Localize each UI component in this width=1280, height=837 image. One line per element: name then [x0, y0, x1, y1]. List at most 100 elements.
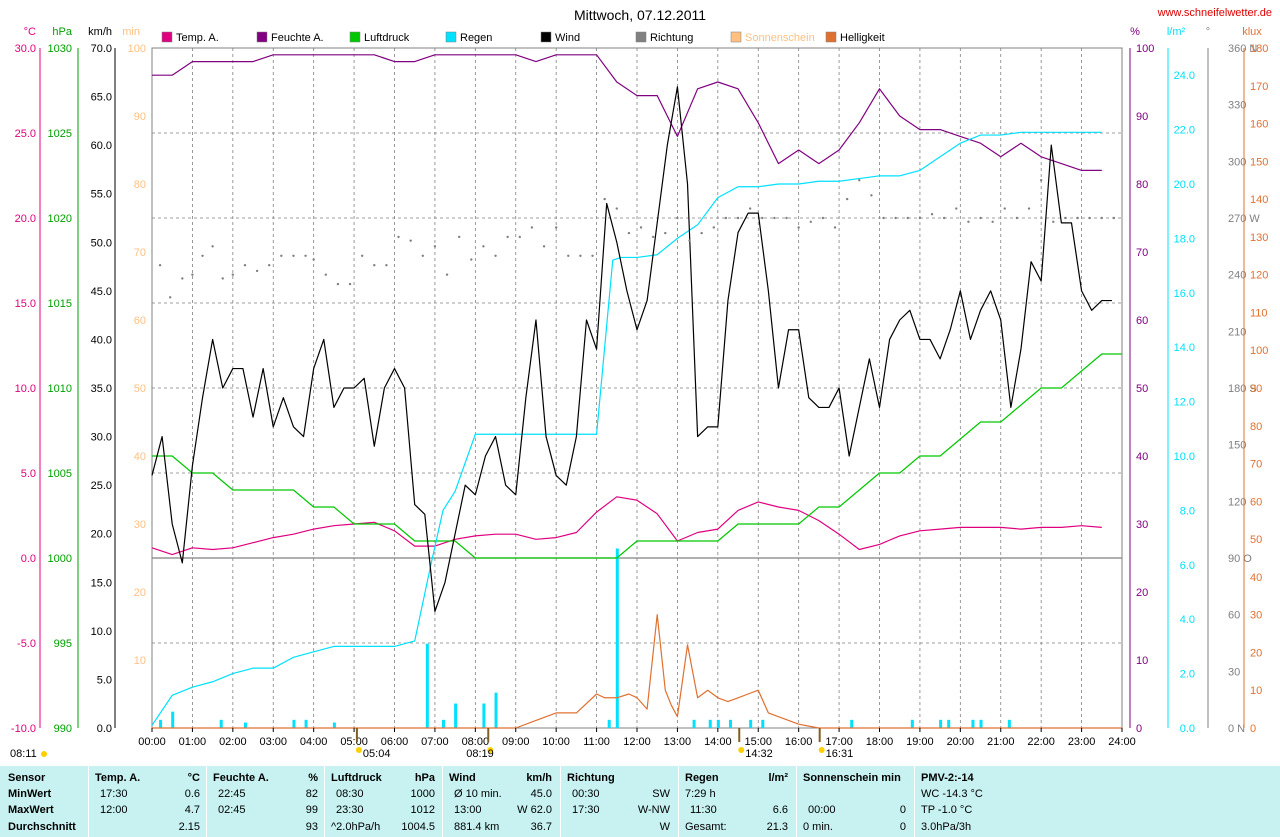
rain-bar: [243, 722, 247, 728]
brightness-axis-tick: 180: [1250, 43, 1268, 55]
brightness-axis-tick: 30: [1250, 610, 1262, 622]
sun-axis-tick: 90: [134, 111, 146, 123]
rain-axis-tick: 24.0: [1174, 70, 1195, 82]
direction-dot: [809, 220, 812, 223]
brightness-axis-tick: 100: [1250, 345, 1268, 357]
rain-axis-tick: 0.0: [1180, 723, 1195, 735]
sun-icon: [738, 747, 745, 753]
rain-axis-tick: 16.0: [1174, 288, 1195, 300]
statistics-table: Sensor MinWert MaxWert Durchschnitt Temp…: [0, 766, 1280, 837]
direction-dot: [168, 296, 172, 299]
legend-label: Feuchte A.: [271, 32, 324, 44]
legend-label: Regen: [460, 32, 492, 44]
sun-axis-tick: 60: [134, 315, 146, 327]
series-helligkeitline: [152, 614, 1122, 729]
rain-bar: [292, 719, 296, 728]
stats-pressure-max: 1012: [410, 804, 435, 816]
series-feuchte-a-line: [152, 54, 1102, 171]
wind-axis-tick: 35.0: [91, 383, 112, 395]
stats-label-avg: Durchschnitt: [8, 821, 76, 833]
humidity-axis-tick: 30: [1136, 519, 1148, 531]
humidity-axis-tick: 10: [1136, 655, 1148, 667]
stats-rain-unit: l/m²: [768, 772, 788, 784]
x-tick-label: 09:00: [502, 736, 530, 748]
direction-dot: [712, 226, 715, 229]
humidity-axis-tick: 80: [1136, 179, 1148, 191]
direction-dot: [748, 207, 752, 210]
stats-wind-max-time: 13:00: [454, 804, 482, 816]
temp-axis-tick: 30.0: [15, 43, 36, 55]
stats-pressure-header: Luftdruck: [331, 772, 382, 784]
direction-dot: [304, 254, 307, 257]
direction-dot: [906, 216, 909, 220]
rain-axis-tick: 8.0: [1180, 505, 1195, 517]
pressure-axis-tick: 1020: [48, 213, 72, 225]
x-tick-label: 17:00: [825, 736, 853, 748]
sun-axis-tick: 50: [134, 383, 146, 395]
pressure-axis-tick: 995: [54, 638, 72, 650]
legend-swatch: [349, 31, 361, 43]
rain-axis-tick: 14.0: [1174, 342, 1195, 354]
rain-axis-tick: 6.0: [1180, 560, 1195, 572]
series-luftdruckline: [152, 353, 1122, 559]
legend-swatch: [825, 31, 837, 43]
rain-bar: [850, 719, 854, 728]
x-tick-label: 04:00: [300, 736, 328, 748]
brightness-axis-tick: 40: [1250, 572, 1262, 584]
brightness-axis-tick: 120: [1250, 270, 1268, 282]
direction-axis-unit: °: [1206, 26, 1210, 38]
rain-axis-tick: 22.0: [1174, 125, 1195, 137]
direction-dot: [955, 207, 958, 210]
stats-wind-avg10-label: Ø 10 min.: [454, 788, 502, 800]
humidity-axis-tick: 0: [1136, 723, 1142, 735]
rain-bar: [159, 719, 163, 728]
stats-rain-duration: 7:29 h: [685, 788, 716, 800]
rain-bar: [749, 719, 753, 728]
stats-rain-header: Regen: [685, 772, 719, 784]
direction-dot: [858, 179, 861, 182]
direction-dot: [373, 264, 376, 267]
weather-chart: 30.025.020.015.010.05.00.0-5.0-10.0°C103…: [10, 7, 1272, 760]
rain-bar: [615, 548, 619, 728]
direction-dot: [688, 239, 691, 242]
direction-dot: [421, 254, 424, 257]
wind-axis-tick: 25.0: [91, 480, 112, 492]
direction-dot: [554, 226, 558, 229]
stats-pressure-trend: ^2.0hPa/h: [331, 821, 381, 833]
direction-dot: [1027, 207, 1031, 210]
sun-axis-tick: 80: [134, 179, 146, 191]
brightness-axis-unit: klux: [1242, 26, 1262, 38]
direction-axis-tick: 210: [1228, 326, 1246, 338]
direction-dot: [312, 258, 315, 261]
direction-dot: [255, 269, 259, 273]
stats-direction-max-time: 17:30: [572, 804, 600, 816]
direction-dot: [567, 254, 570, 257]
site-link[interactable]: www.schneifelwetter.de: [1157, 7, 1272, 19]
wind-axis-tick: 40.0: [91, 334, 112, 346]
wind-axis-tick: 15.0: [91, 577, 112, 589]
brightness-axis-tick: 20: [1250, 647, 1262, 659]
brightness-axis-tick: 70: [1250, 459, 1262, 471]
series-regenline: [151, 131, 1102, 726]
stats-temp-unit: °C: [187, 772, 200, 784]
x-tick-label: 15:00: [744, 736, 772, 748]
x-tick-label: 10:00: [542, 736, 570, 748]
chart-series: [151, 54, 1122, 729]
wind-axis-tick: 45.0: [91, 286, 112, 298]
rain-bar: [939, 719, 943, 728]
pressure-axis-tick: 1010: [48, 383, 72, 395]
brightness-axis-tick: 110: [1250, 307, 1268, 319]
left-axes: 30.025.020.015.010.05.00.0-5.0-10.0°C103…: [11, 26, 146, 735]
stats-sunshine-avg-label: 0 min.: [803, 821, 833, 833]
temp-axis-tick: 20.0: [15, 213, 36, 225]
event-label: 14:32: [745, 748, 773, 760]
direction-axis-tick: 330: [1228, 100, 1246, 112]
rain-bar: [425, 643, 429, 728]
stats-humidity-unit: %: [308, 772, 318, 784]
direction-dot: [639, 226, 643, 229]
stats-pressure-avg: 1004.5: [401, 821, 435, 833]
rain-bar: [761, 719, 765, 728]
direction-dot: [845, 197, 849, 201]
x-tick-label: 13:00: [664, 736, 692, 748]
x-tick-label: 11:00: [583, 736, 610, 748]
